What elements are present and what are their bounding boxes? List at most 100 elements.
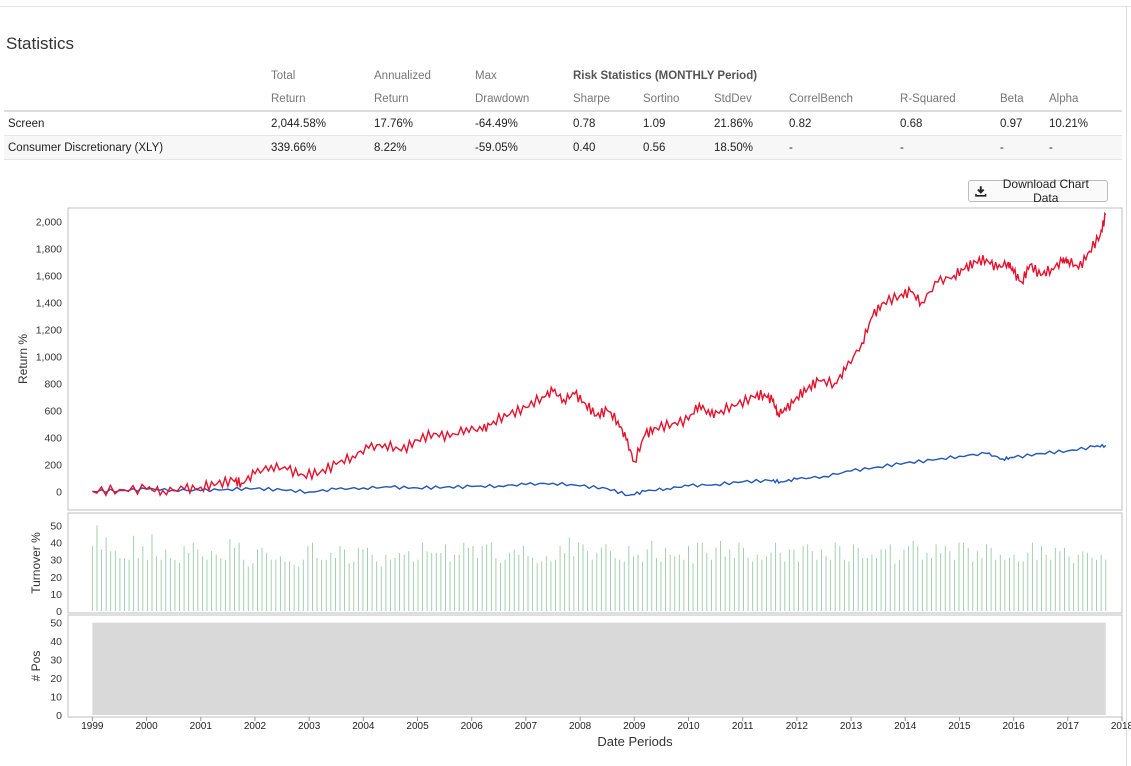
y-axis-label: Return % [16, 334, 30, 384]
x-tick-label: 2012 [786, 721, 809, 732]
header-beta: Beta [996, 87, 1045, 112]
x-tick-label: 2011 [732, 721, 754, 732]
header-row-2: Return Return Drawdown Sharpe Sortino St… [4, 87, 1122, 112]
header-total: Total [271, 69, 296, 82]
header-alpha: Alpha [1045, 87, 1122, 112]
stddev: 21.86% [710, 111, 785, 136]
header-cell [4, 64, 267, 87]
y-tick-label: 2,000 [36, 216, 62, 228]
total-return: 339.66% [267, 135, 370, 160]
header-max: Max [475, 69, 497, 82]
y-tick-label: 40 [50, 538, 62, 550]
y-tick-label: 10 [50, 589, 62, 601]
x-tick-label: 2008 [569, 721, 592, 732]
header-stddev: StdDev [710, 87, 785, 112]
top-strip [0, 0, 1131, 7]
header-drawdown: Drawdown [471, 87, 569, 112]
sortino: 1.09 [639, 111, 710, 136]
y-tick-label: 0 [56, 486, 62, 498]
table-row: Consumer Discretionary (XLY) 339.66% 8.2… [4, 135, 1122, 160]
header-return: Return [370, 87, 471, 112]
x-axis-label: Date Periods [597, 734, 673, 749]
annualized-return: 8.22% [370, 135, 471, 160]
alpha: - [1045, 135, 1122, 160]
sortino: 0.56 [639, 135, 710, 160]
header-sortino: Sortino [639, 87, 710, 112]
header-rsquared: R-Squared [896, 87, 996, 112]
x-tick-label: 2004 [352, 721, 375, 732]
r-squared: - [896, 135, 996, 160]
beta: - [996, 135, 1045, 160]
statistics-table: Total Annualized Max Risk Statistics (MO… [4, 64, 1122, 160]
y-tick-label: 0 [56, 606, 62, 618]
x-tick-label: 2018 [1111, 721, 1131, 732]
x-tick-label: 2013 [840, 721, 863, 732]
x-tick-label: 2016 [1002, 721, 1025, 732]
header-annualized: Annualized [374, 69, 431, 82]
table-row: Screen 2,044.58% 17.76% -64.49% 0.78 1.0… [4, 111, 1122, 136]
x-tick-label: 2003 [298, 721, 321, 732]
x-tick-label: 2005 [406, 721, 429, 732]
max-drawdown: -59.05% [471, 135, 569, 160]
y-tick-label: 400 [44, 432, 62, 444]
x-tick-label: 2001 [190, 721, 213, 732]
y-tick-label: 20 [50, 673, 62, 685]
x-tick-label: 2010 [677, 721, 700, 732]
y-tick-label: 1,400 [36, 297, 62, 309]
annualized-return: 17.76% [370, 111, 471, 136]
y-tick-label: 50 [50, 618, 62, 630]
alpha: 10.21% [1045, 111, 1122, 136]
stddev: 18.50% [710, 135, 785, 160]
panel-border [0, 6, 1127, 766]
header-correlbench: CorrelBench [785, 87, 896, 112]
x-tick-label: 2007 [515, 721, 538, 732]
y-tick-label: 600 [44, 405, 62, 417]
header-return: Return [267, 87, 370, 112]
y-tick-label: 1,000 [36, 351, 62, 363]
beta: 0.97 [996, 111, 1045, 136]
y-axis-label: # Pos [29, 651, 43, 682]
series-line-screen [92, 211, 1107, 497]
y-tick-label: 1,800 [36, 243, 62, 255]
y-tick-label: 30 [50, 655, 62, 667]
total-return: 2,044.58% [267, 111, 370, 136]
download-label: Download Chart Data [1002, 177, 1089, 205]
header-sharpe: Sharpe [569, 87, 639, 112]
y-tick-label: 1,600 [36, 270, 62, 282]
sharpe: 0.78 [569, 111, 639, 136]
sharpe: 0.40 [569, 135, 639, 160]
y-tick-label: 50 [50, 521, 62, 533]
y-tick-label: 200 [44, 459, 62, 471]
x-tick-label: 1999 [81, 721, 104, 732]
x-tick-label: 2002 [244, 721, 267, 732]
r-squared: 0.68 [896, 111, 996, 136]
y-tick-label: 800 [44, 378, 62, 390]
header-cell [4, 87, 267, 112]
row-name: Consumer Discretionary (XLY) [4, 135, 267, 160]
download-icon [975, 186, 987, 197]
header-row-1: Total Annualized Max Risk Statistics (MO… [4, 64, 1122, 87]
download-chart-data-button[interactable]: Download Chart Data [968, 177, 1108, 205]
series-line-consumer-discretionary-xly [92, 443, 1107, 497]
row-name: Screen [4, 111, 267, 136]
chart-panel-1 [67, 207, 1123, 511]
x-tick-label: 2014 [894, 721, 917, 732]
y-tick-label: 0 [56, 710, 62, 722]
performance-chart: 02004006008001,0001,2001,4001,6001,8002,… [16, 207, 1131, 749]
correlbench: 0.82 [785, 111, 896, 136]
y-tick-label: 10 [50, 692, 62, 704]
x-tick-label: 2009 [623, 721, 646, 732]
max-drawdown: -64.49% [471, 111, 569, 136]
x-tick-label: 2015 [948, 721, 971, 732]
positions-area [92, 622, 1106, 715]
y-tick-label: 30 [50, 555, 62, 567]
page-title: Statistics [6, 34, 75, 53]
y-axis-label: Turnover % [29, 532, 43, 594]
x-tick-label: 2017 [1057, 721, 1080, 732]
y-tick-label: 1,200 [36, 324, 62, 336]
y-tick-label: 40 [50, 636, 62, 648]
correlbench: - [785, 135, 896, 160]
header-risk-statistics: Risk Statistics (MONTHLY Period) [573, 69, 758, 82]
y-tick-label: 20 [50, 572, 62, 584]
x-tick-label: 2000 [135, 721, 158, 732]
